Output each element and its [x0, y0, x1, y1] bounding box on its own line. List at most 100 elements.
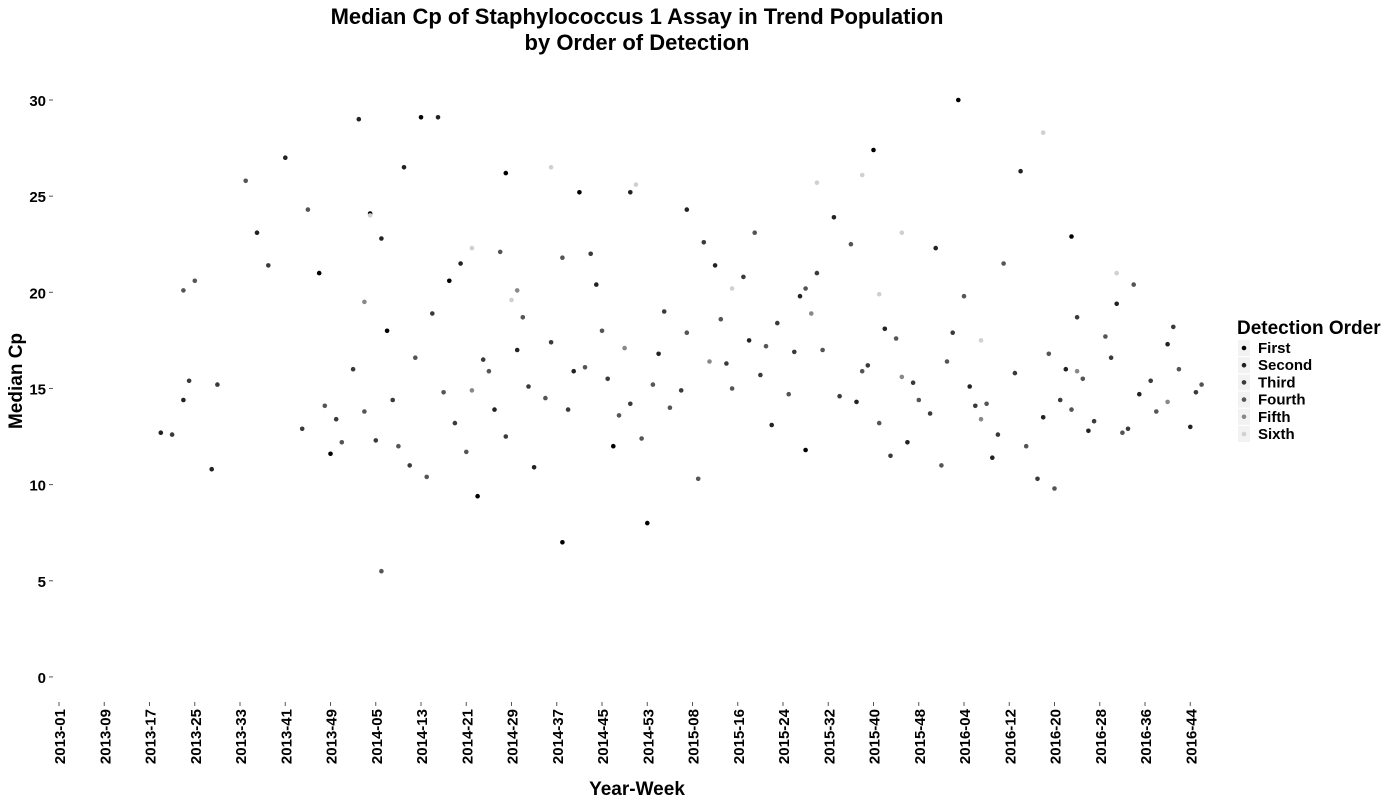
point-third [927, 411, 933, 416]
point-fourth [396, 443, 401, 449]
y-axis-title: Median Cp [6, 333, 27, 429]
point-fourth [582, 365, 588, 370]
point-third [758, 372, 763, 378]
x-tick-label: 2016-44 [1183, 708, 1200, 764]
point-third [299, 426, 305, 432]
legend-title: Detection Order [1237, 318, 1381, 339]
point-second [1040, 415, 1046, 420]
point-fourth [441, 390, 446, 395]
point-first [1069, 234, 1074, 239]
point-fourth [1080, 376, 1086, 382]
point-fourth [695, 476, 701, 482]
point-third [661, 309, 667, 314]
legend-label-sixth: Sixth [1258, 426, 1295, 443]
point-sixth [978, 338, 984, 343]
point-second [1086, 428, 1091, 434]
legend-swatch-first [1241, 345, 1247, 351]
point-sixth [859, 172, 865, 178]
point-fourth [379, 568, 384, 574]
x-tick-label: 2014-29 [505, 709, 522, 764]
point-second [797, 293, 803, 299]
point-second [1165, 341, 1170, 347]
point-fourth [650, 382, 656, 387]
point-third [1057, 397, 1063, 403]
point-fourth [424, 474, 430, 480]
point-second [990, 455, 995, 461]
point-fourth [961, 293, 967, 299]
point-third [1193, 390, 1199, 395]
point-third [480, 357, 486, 362]
point-first [560, 540, 565, 545]
y-tick-label: 0 [38, 670, 46, 687]
point-fourth [520, 315, 526, 320]
x-tick-label: 2016-12 [1002, 709, 1019, 764]
point-fourth [763, 343, 769, 349]
point-third [373, 438, 379, 443]
point-second [831, 215, 837, 220]
point-second [531, 465, 537, 470]
x-tick-label: 2015-32 [821, 709, 838, 764]
point-third [548, 340, 554, 345]
point-third [588, 251, 593, 257]
chart-title: Median Cp of Staphylococcus 1 Assay in T… [331, 4, 944, 29]
point-second [905, 440, 910, 445]
point-sixth [367, 213, 373, 218]
point-second [254, 230, 260, 235]
point-fifth [978, 416, 984, 422]
point-third [1035, 476, 1040, 482]
y-tick-label: 5 [38, 574, 46, 591]
point-third [910, 380, 916, 386]
point-fourth [1120, 430, 1125, 436]
point-third [775, 320, 780, 326]
chart-subtitle: by Order of Detection [525, 30, 750, 55]
point-fourth [181, 288, 186, 293]
point-second [854, 399, 859, 405]
point-first [316, 270, 322, 276]
x-tick-label: 2014-53 [640, 709, 657, 764]
legend-swatch-third [1241, 380, 1247, 385]
x-tick-label: 2013-17 [143, 709, 160, 764]
point-third [169, 432, 175, 437]
point-third [430, 311, 435, 316]
point-first [956, 97, 961, 103]
point-second [769, 422, 774, 428]
point-second [283, 155, 288, 160]
x-tick-label: 2014-13 [414, 709, 431, 764]
x-tick-label: 2014-21 [459, 709, 476, 764]
y-tick-label: 20 [29, 285, 46, 302]
point-fifth [1165, 399, 1170, 405]
scatter-points [158, 97, 1204, 574]
legend-label-fourth: Fourth [1258, 392, 1305, 409]
x-tick-label: 2015-16 [731, 709, 748, 764]
y-axis: 0 5 10 15 20 25 30 [29, 93, 53, 687]
point-fourth [339, 440, 345, 445]
point-fourth [305, 207, 311, 212]
point-fourth [322, 403, 328, 409]
y-tick-label: 10 [29, 478, 46, 495]
point-second [656, 351, 661, 357]
point-third [390, 397, 396, 403]
x-tick-label: 2016-28 [1093, 709, 1110, 764]
legend-swatch-fifth [1241, 414, 1247, 420]
point-fourth [718, 316, 724, 322]
point-second [1137, 391, 1142, 397]
point-sixth [509, 297, 514, 303]
point-fourth [560, 255, 565, 260]
point-second [401, 165, 407, 170]
point-sixth [814, 180, 820, 185]
point-fourth [639, 436, 644, 441]
x-tick-label: 2013-01 [52, 709, 69, 764]
point-second [435, 115, 441, 120]
point-fifth [514, 288, 520, 293]
point-third [973, 403, 978, 409]
point-third [452, 420, 458, 426]
point-fifth [469, 388, 475, 393]
point-fourth [1176, 366, 1182, 372]
point-second [684, 207, 690, 212]
point-third [1074, 315, 1080, 320]
point-fourth [820, 347, 825, 353]
point-fourth [1052, 486, 1057, 491]
point-sixth [1114, 270, 1119, 276]
point-third [526, 384, 531, 389]
